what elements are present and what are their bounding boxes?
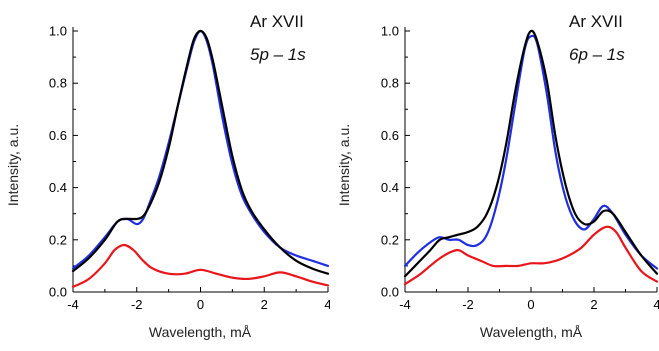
y-tick-label: 0.8 bbox=[49, 76, 67, 91]
series-line bbox=[73, 245, 328, 287]
y-tick-label: 0.2 bbox=[49, 232, 67, 247]
x-tick-label: 2 bbox=[590, 297, 597, 312]
y-tick-label: 1.0 bbox=[49, 24, 67, 39]
series-line bbox=[73, 31, 328, 269]
annotation-ion: Ar XVII bbox=[569, 12, 623, 31]
y-tick-label: 0.2 bbox=[381, 232, 399, 247]
annotation-transition: 5p – 1s bbox=[250, 45, 306, 64]
series-line bbox=[405, 36, 657, 269]
chart-6p-1s: 0.0 0.2 0.4 0.6 0.8 1.0 -4 -2 0 2 4 Ar XVII 6p – 1… bbox=[330, 0, 659, 351]
x-tick-label: -2 bbox=[131, 297, 143, 312]
x-tick-label: 4 bbox=[653, 297, 659, 312]
x-tick-label: 0 bbox=[527, 297, 534, 312]
x-tick-label: -4 bbox=[399, 297, 411, 312]
y-tick-label: 0.4 bbox=[381, 180, 399, 195]
y-tick-label: 0.6 bbox=[381, 128, 399, 143]
series-line bbox=[405, 31, 657, 276]
y-tick-label: 0.0 bbox=[381, 285, 399, 300]
x-axis-title: Wavelength, mÅ bbox=[149, 324, 252, 340]
x-tick-label: -4 bbox=[67, 297, 79, 312]
series-line bbox=[73, 31, 328, 274]
x-tick-label: -2 bbox=[462, 297, 474, 312]
chart-5p-1s: 0.00.20.40.60.81.0-4 -2 0 2 4 Ar XVII 5p – 1… bbox=[0, 0, 330, 351]
plot-content: 0.00.20.40.60.81.0-4 -2 0 2 4 bbox=[49, 24, 330, 313]
annotation-ion: Ar XVII bbox=[250, 12, 304, 31]
series-line bbox=[405, 227, 657, 284]
y-tick-label: 0.8 bbox=[381, 76, 399, 91]
x-axis-title: Wavelength, mÅ bbox=[480, 324, 583, 340]
x-tick-label: 0 bbox=[197, 297, 204, 312]
annotation-transition: 6p – 1s bbox=[569, 45, 625, 64]
y-tick-label: 0.0 bbox=[49, 285, 67, 300]
y-axis-title: Intensity, a.u. bbox=[336, 124, 352, 206]
y-axis-title: Intensity, a.u. bbox=[5, 124, 21, 206]
y-tick-label: 0.6 bbox=[49, 128, 67, 143]
y-tick-label: 0.4 bbox=[49, 180, 67, 195]
plot-content: 0.0 0.2 0.4 0.6 0.8 1.0 -4 -2 0 2 4 bbox=[381, 24, 659, 313]
x-tick-label: 2 bbox=[261, 297, 268, 312]
y-tick-label: 1.0 bbox=[381, 24, 399, 39]
